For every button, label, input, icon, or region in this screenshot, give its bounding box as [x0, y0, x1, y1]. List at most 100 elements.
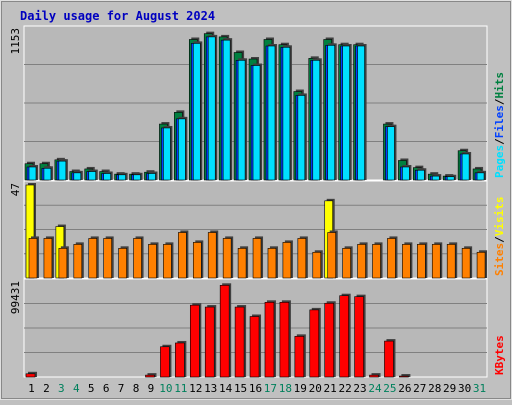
- legend-kbytes: KBytes: [493, 335, 506, 375]
- x-tick-label-day-19: 19: [294, 382, 307, 395]
- bar-kbytes-day-24: [369, 373, 381, 378]
- x-axis: 1 2 3 4 5 6 7 8 9 10 11 12 13 14 15 16 17 18 19 20 21 22 23 24 2…: [28, 382, 486, 395]
- panel-legend: Sites/Visits: [493, 197, 506, 277]
- bar-kbytes-day-14: [219, 283, 232, 378]
- bar-kbytes-day-13: [204, 305, 217, 378]
- x-tick-label-day-3: 3: [58, 382, 65, 395]
- bar-pages-day-25: [387, 124, 397, 181]
- bar-sites-day-7: [118, 246, 129, 279]
- bar-pages-day-19: [297, 93, 307, 181]
- bar-sites-day-15: [237, 246, 249, 279]
- bar-sites-day-25: [387, 236, 398, 279]
- bar-kbytes-day-9: [145, 373, 157, 378]
- panels-layer: 1153Pages/Files/Hits47Sites/Visits99431K…: [9, 25, 506, 378]
- x-tick-label-day-4: 4: [73, 382, 80, 395]
- x-tick-label-day-7: 7: [118, 382, 125, 395]
- bar-kbytes-day-12: [189, 303, 202, 378]
- bar-pages-day-17: [267, 44, 277, 181]
- bar-sites-day-3: [58, 246, 69, 279]
- x-tick-label-day-28: 28: [428, 382, 441, 395]
- x-tick-label-day-18: 18: [279, 382, 292, 395]
- bar-sites-day-10: [163, 242, 174, 279]
- bar-pages-day-28: [431, 174, 442, 181]
- bar-pages-day-18: [282, 45, 292, 181]
- bar-kbytes-day-25: [384, 339, 396, 378]
- bar-kbytes-day-22: [339, 293, 351, 378]
- bar-pages-day-4: [73, 170, 83, 181]
- bar-kbytes-day-21: [324, 301, 336, 378]
- x-tick-label-day-6: 6: [103, 382, 110, 395]
- panel-bottom: 99431 KBytes: [9, 278, 506, 378]
- x-tick-label-day-1: 1: [28, 382, 35, 395]
- bar-sites-day-14: [222, 236, 234, 279]
- panel-max-label: 1153: [9, 28, 22, 55]
- bar-sites-day-5: [88, 236, 99, 279]
- x-tick-label-day-27: 27: [413, 382, 426, 395]
- bar-pages-day-9: [148, 171, 158, 181]
- bar-sites-day-26: [402, 242, 413, 279]
- bar-sites-day-12: [192, 240, 204, 279]
- x-tick-label-day-23: 23: [353, 382, 366, 395]
- legend-pages: Pages: [493, 145, 506, 178]
- bar-sites-day-2: [43, 236, 54, 279]
- bar-pages-day-3: [58, 159, 68, 181]
- bar-pages-day-21: [327, 43, 337, 181]
- legend-separator: /: [493, 98, 506, 105]
- bar-kbytes-day-18: [279, 300, 291, 378]
- bar-pages-day-30: [461, 151, 472, 181]
- bar-sites-day-22: [342, 246, 353, 279]
- bar-sites-day-27: [417, 242, 428, 279]
- bar-kbytes-day-11: [175, 340, 187, 378]
- bar-sites-day-29: [446, 242, 458, 279]
- bar-kbytes-day-10: [160, 344, 172, 378]
- x-tick-label-day-5: 5: [88, 382, 95, 395]
- bar-sites-day-4: [73, 242, 84, 279]
- legend-separator: /: [493, 138, 506, 145]
- x-tick-label-day-8: 8: [133, 382, 140, 395]
- chart-title: Daily usage for August 2024: [20, 9, 215, 23]
- bar-pages-day-12: [192, 41, 203, 181]
- bar-sites-day-17: [267, 246, 278, 279]
- bar-sites-day-1: [28, 236, 39, 279]
- x-tick-label-day-2: 2: [43, 382, 50, 395]
- x-tick-label-day-22: 22: [338, 382, 351, 395]
- legend-separator: /: [493, 236, 506, 243]
- bar-pages-day-15: [237, 58, 248, 181]
- bar-pages-day-22: [342, 44, 352, 181]
- x-tick-label-day-15: 15: [234, 382, 247, 395]
- bar-sites-day-9: [148, 242, 159, 279]
- bar-sites-day-31: [476, 250, 488, 279]
- bar-sites-day-23: [357, 242, 368, 279]
- bar-pages-day-14: [222, 38, 233, 181]
- bar-sites-day-30: [461, 246, 473, 279]
- x-tick-label-day-10: 10: [159, 382, 172, 395]
- bar-pages-day-20: [312, 58, 322, 181]
- panel-max-label: 47: [9, 183, 22, 196]
- bar-pages-day-7: [118, 172, 128, 181]
- bar-pages-day-10: [163, 125, 173, 181]
- x-tick-label-day-21: 21: [324, 382, 337, 395]
- bar-sites-day-8: [133, 236, 144, 279]
- bar-sites-day-18: [282, 240, 293, 279]
- bar-kbytes-day-20: [309, 307, 321, 378]
- legend-hits: Hits: [493, 72, 506, 99]
- bar-sites-day-19: [297, 236, 308, 279]
- bar-pages-day-5: [88, 169, 98, 181]
- panel-middle: 47 Sites/Visits: [9, 180, 506, 279]
- bar-pages-day-1: [28, 164, 38, 181]
- x-tick-label-day-16: 16: [249, 382, 262, 395]
- bar-pages-day-23: [357, 44, 367, 181]
- bar-kbytes-day-16: [249, 314, 262, 378]
- x-tick-label-day-12: 12: [189, 382, 202, 395]
- x-tick-label-day-30: 30: [458, 382, 471, 395]
- bar-pages-day-27: [417, 168, 427, 181]
- bar-pages-day-16: [252, 63, 263, 181]
- bar-pages-day-11: [178, 116, 188, 181]
- bar-sites-day-28: [431, 242, 443, 279]
- bar-sites-day-16: [252, 236, 264, 279]
- bar-kbytes-day-23: [354, 294, 366, 378]
- x-tick-label-day-24: 24: [368, 382, 382, 395]
- x-tick-label-day-13: 13: [204, 382, 217, 395]
- bar-pages-day-6: [103, 171, 113, 181]
